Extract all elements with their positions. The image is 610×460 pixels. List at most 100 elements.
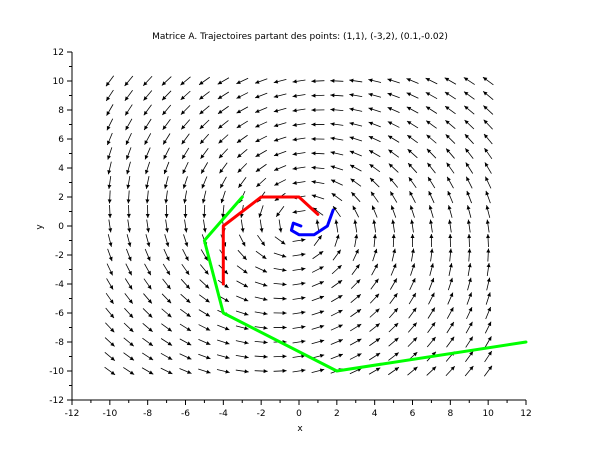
field-arrow	[235, 310, 249, 316]
field-arrow	[388, 163, 399, 173]
field-arrow	[292, 79, 306, 84]
field-arrow	[274, 236, 286, 245]
x-tick-label: 12	[520, 409, 531, 419]
y-tick-label: -8	[55, 338, 64, 348]
field-arrow	[145, 204, 150, 219]
field-arrow	[236, 134, 248, 144]
field-arrow	[464, 133, 474, 145]
field-arrow	[464, 148, 474, 159]
field-arrow	[389, 177, 399, 188]
field-arrow	[312, 250, 324, 260]
field-arrow	[183, 234, 189, 247]
field-arrow	[106, 263, 113, 276]
field-arrow	[292, 151, 306, 156]
field-arrow	[425, 77, 438, 85]
field-arrow	[425, 106, 438, 114]
field-arrow	[254, 281, 268, 287]
field-arrow	[409, 277, 416, 291]
field-arrow	[143, 278, 152, 290]
field-arrow	[427, 176, 436, 189]
field-arrow	[388, 352, 399, 361]
field-arrow	[217, 91, 230, 100]
field-arrow	[428, 190, 435, 204]
field-arrow	[426, 366, 437, 376]
field-arrow	[427, 162, 436, 174]
field-arrow	[407, 162, 418, 174]
field-arrow	[391, 233, 396, 248]
field-arrow	[123, 337, 134, 347]
field-arrow	[368, 78, 382, 83]
field-arrow	[254, 296, 268, 302]
field-arrow	[311, 324, 325, 330]
field-arrow	[332, 205, 341, 218]
field-arrow	[331, 279, 343, 289]
field-arrow	[410, 219, 415, 233]
field-arrow	[464, 365, 474, 377]
field-arrow	[368, 135, 381, 143]
field-arrow	[254, 325, 268, 330]
field-arrow	[182, 249, 189, 261]
field-arrow	[142, 322, 153, 333]
field-arrow	[240, 219, 245, 233]
field-arrow	[141, 367, 154, 375]
field-arrow	[331, 192, 343, 202]
field-arrow	[292, 122, 306, 127]
field-arrow	[237, 249, 247, 261]
x-tick-label: 2	[334, 409, 340, 419]
field-arrow	[446, 162, 455, 174]
field-arrow	[255, 149, 267, 158]
field-arrow	[330, 107, 344, 112]
field-arrow	[164, 219, 169, 233]
field-arrow	[371, 205, 378, 218]
field-arrow	[406, 120, 419, 129]
field-arrow	[466, 306, 473, 320]
field-arrow	[410, 248, 415, 262]
field-arrow	[428, 205, 434, 218]
field-arrow	[126, 161, 131, 175]
field-arrow	[123, 367, 135, 375]
field-arrow	[484, 321, 492, 334]
field-arrow	[124, 307, 134, 319]
field-arrow	[104, 366, 116, 376]
x-tick-label: 10	[482, 409, 494, 419]
field-arrow	[162, 263, 171, 276]
field-arrow	[273, 296, 287, 301]
field-arrow	[407, 366, 418, 376]
field-arrow	[218, 148, 229, 159]
field-arrow	[351, 191, 361, 203]
field-arrow	[410, 263, 416, 276]
field-arrow	[216, 354, 230, 360]
field-arrow	[447, 277, 454, 291]
x-tick-label: 6	[410, 409, 416, 419]
field-arrow	[273, 311, 287, 316]
field-arrow	[217, 77, 230, 85]
field-arrow	[427, 307, 436, 319]
field-arrow	[143, 118, 152, 131]
field-arrow	[483, 105, 494, 115]
field-arrow	[485, 219, 490, 233]
field-arrow	[425, 91, 438, 100]
y-tick-label: 8	[58, 106, 64, 116]
field-arrow	[448, 263, 453, 276]
field-arrow	[163, 248, 170, 262]
field-arrow	[311, 93, 325, 98]
field-arrow	[216, 369, 230, 374]
field-arrow	[463, 91, 475, 100]
field-arrow	[255, 250, 267, 260]
x-tick-label: 4	[372, 409, 378, 419]
field-arrow	[429, 233, 434, 248]
field-arrow	[484, 350, 493, 363]
field-arrow	[163, 147, 170, 160]
field-arrow	[237, 163, 248, 173]
field-arrow	[311, 136, 325, 141]
field-arrow	[429, 263, 434, 276]
field-arrow	[217, 105, 229, 115]
field-arrow	[372, 233, 377, 248]
field-arrow	[446, 321, 455, 334]
field-arrow	[292, 93, 306, 98]
field-arrow	[126, 147, 132, 160]
field-arrow	[465, 351, 474, 362]
field-arrow	[273, 107, 287, 113]
trajectory-1	[221, 195, 320, 286]
